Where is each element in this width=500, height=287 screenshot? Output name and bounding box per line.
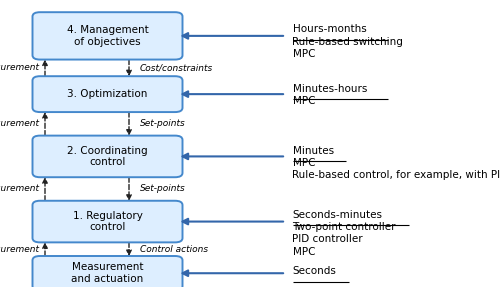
Text: Minutes-hours: Minutes-hours — [292, 84, 367, 94]
Text: MPC: MPC — [292, 49, 315, 59]
FancyBboxPatch shape — [32, 256, 182, 287]
Text: Control actions: Control actions — [140, 245, 208, 254]
Text: Rule-based control, for example, with PID controller: Rule-based control, for example, with PI… — [292, 170, 500, 181]
Text: Cost/constraints: Cost/constraints — [140, 63, 213, 72]
FancyBboxPatch shape — [32, 76, 182, 112]
Text: MPC: MPC — [292, 96, 315, 106]
Text: 3. Optimization: 3. Optimization — [68, 89, 148, 99]
Text: Set-points: Set-points — [140, 119, 186, 128]
Text: Seconds: Seconds — [292, 266, 337, 276]
Text: Measurement: Measurement — [0, 245, 40, 254]
Text: MPC: MPC — [292, 158, 315, 168]
Text: Set-points: Set-points — [140, 185, 186, 193]
Text: PID controller: PID controller — [292, 234, 363, 244]
Text: Measurement: Measurement — [0, 63, 40, 72]
Text: Measurement: Measurement — [0, 185, 40, 193]
Text: 1. Regulatory
control: 1. Regulatory control — [72, 211, 142, 232]
Text: Seconds-minutes: Seconds-minutes — [292, 210, 382, 220]
Text: 4. Management
of objectives: 4. Management of objectives — [66, 25, 148, 47]
Text: Hours-months: Hours-months — [292, 24, 366, 34]
Text: 2. Coordinating
control: 2. Coordinating control — [67, 146, 148, 167]
Text: Rule-based switching: Rule-based switching — [292, 37, 404, 47]
FancyBboxPatch shape — [32, 12, 182, 60]
FancyBboxPatch shape — [32, 201, 182, 242]
Text: MPC: MPC — [292, 247, 315, 257]
Text: Two-point controller: Two-point controller — [292, 222, 396, 232]
FancyBboxPatch shape — [32, 135, 182, 177]
Text: Minutes: Minutes — [292, 146, 334, 156]
Text: Measurement
and actuation: Measurement and actuation — [72, 262, 144, 284]
Text: Measurement: Measurement — [0, 119, 40, 128]
